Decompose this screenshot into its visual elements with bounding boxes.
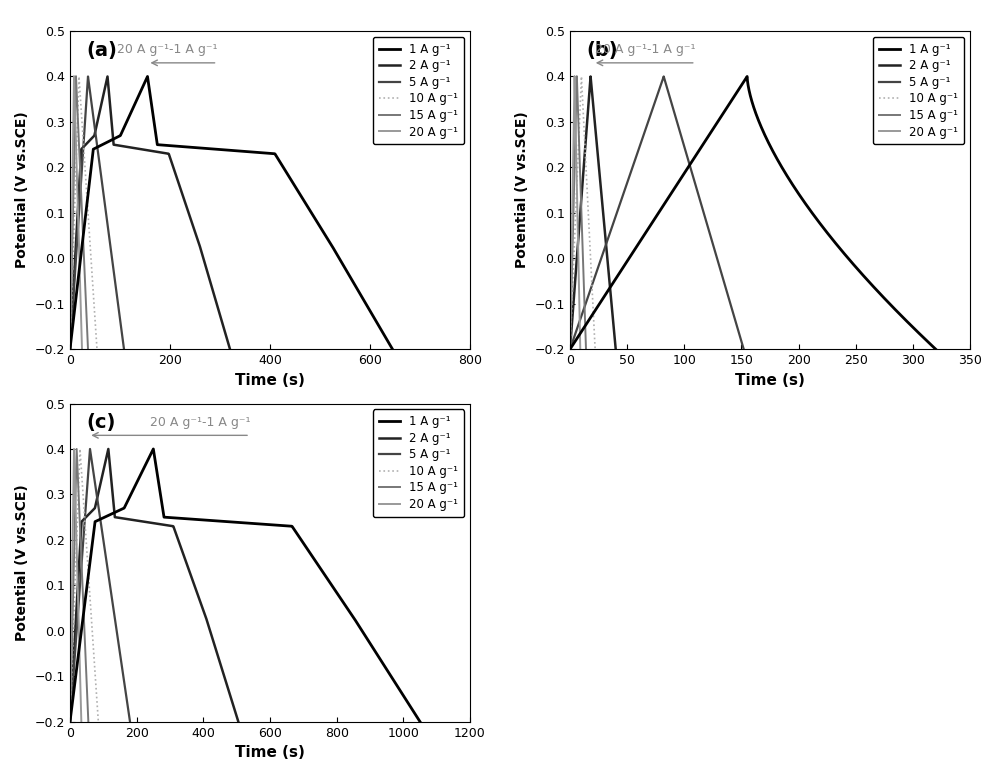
Text: 20 A g⁻¹-1 A g⁻¹: 20 A g⁻¹-1 A g⁻¹ xyxy=(117,43,218,56)
Text: (c): (c) xyxy=(86,413,115,432)
X-axis label: Time (s): Time (s) xyxy=(235,745,305,760)
X-axis label: Time (s): Time (s) xyxy=(735,372,805,388)
Legend: 1 A g⁻¹, 2 A g⁻¹, 5 A g⁻¹, 10 A g⁻¹, 15 A g⁻¹, 20 A g⁻¹: 1 A g⁻¹, 2 A g⁻¹, 5 A g⁻¹, 10 A g⁻¹, 15 … xyxy=(873,37,964,144)
Y-axis label: Potential (V vs.SCE): Potential (V vs.SCE) xyxy=(15,112,29,268)
Text: 20 A g⁻¹-1 A g⁻¹: 20 A g⁻¹-1 A g⁻¹ xyxy=(150,415,250,428)
Y-axis label: Potential (V vs.SCE): Potential (V vs.SCE) xyxy=(515,112,529,268)
Text: (b): (b) xyxy=(586,40,618,60)
Legend: 1 A g⁻¹, 2 A g⁻¹, 5 A g⁻¹, 10 A g⁻¹, 15 A g⁻¹, 20 A g⁻¹: 1 A g⁻¹, 2 A g⁻¹, 5 A g⁻¹, 10 A g⁻¹, 15 … xyxy=(373,410,464,517)
Y-axis label: Potential (V vs.SCE): Potential (V vs.SCE) xyxy=(15,484,29,641)
Legend: 1 A g⁻¹, 2 A g⁻¹, 5 A g⁻¹, 10 A g⁻¹, 15 A g⁻¹, 20 A g⁻¹: 1 A g⁻¹, 2 A g⁻¹, 5 A g⁻¹, 10 A g⁻¹, 15 … xyxy=(373,37,464,144)
X-axis label: Time (s): Time (s) xyxy=(235,372,305,388)
Text: 20 A g⁻¹-1 A g⁻¹: 20 A g⁻¹-1 A g⁻¹ xyxy=(595,43,696,56)
Text: (a): (a) xyxy=(86,40,117,60)
